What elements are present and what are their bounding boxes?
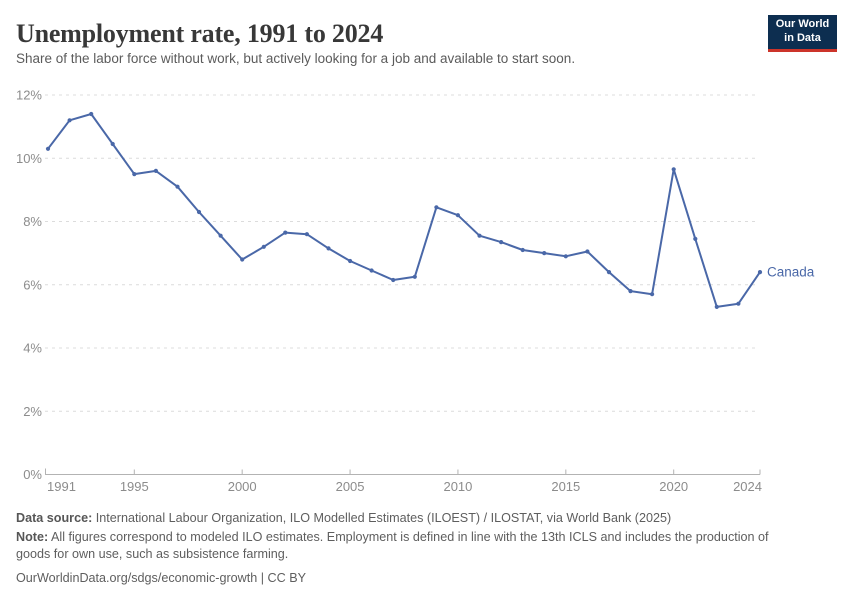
data-point-2017[interactable] bbox=[606, 270, 612, 275]
data-point-2010[interactable] bbox=[455, 213, 460, 218]
data-source-text: International Labour Organization, ILO M… bbox=[95, 511, 672, 525]
x-axis-label-2005: 2005 bbox=[336, 479, 365, 494]
data-point-2008[interactable] bbox=[412, 274, 417, 279]
chart-subtitle: Share of the labor force without work, b… bbox=[16, 51, 576, 66]
data-point-2009[interactable] bbox=[434, 205, 439, 210]
note-text: All figures correspond to modeled ILO es… bbox=[16, 530, 769, 561]
owid-logo-line1: Our World bbox=[775, 18, 830, 30]
data-point-2018[interactable] bbox=[628, 289, 633, 294]
y-axis-label-4: 4% bbox=[23, 341, 42, 356]
data-point-2000[interactable] bbox=[240, 257, 245, 262]
chart-footer: Data source: International Labour Organi… bbox=[16, 510, 804, 586]
citation-license-link[interactable]: CC BY bbox=[267, 571, 307, 586]
data-point-2004[interactable] bbox=[326, 246, 331, 251]
data-point-1999[interactable] bbox=[218, 233, 223, 238]
data-point-2023[interactable] bbox=[736, 301, 741, 306]
data-point-1998[interactable] bbox=[196, 209, 202, 215]
data-point-2020[interactable] bbox=[671, 167, 676, 172]
data-source-label: Data source: bbox=[16, 511, 93, 525]
y-axis-label-10: 10% bbox=[16, 151, 42, 166]
x-axis-label-2010: 2010 bbox=[443, 479, 472, 494]
note-label: Note: bbox=[16, 530, 49, 545]
x-axis-label-2020: 2020 bbox=[659, 479, 688, 494]
note-line: Note: All figures correspond to modeled … bbox=[16, 529, 804, 562]
chart-title: Unemployment rate, 1991 to 2024 bbox=[16, 19, 384, 48]
chart-canvas[interactable]: 0% 2% 4% 6% 8% 10% 12% 1991 1995 2000 2005 2010 2015… bbox=[0, 0, 850, 505]
data-point-1997[interactable] bbox=[175, 184, 180, 189]
data-point-2016[interactable] bbox=[585, 249, 590, 254]
data-point-1996[interactable] bbox=[153, 168, 158, 173]
data-point-2005[interactable] bbox=[348, 258, 353, 264]
data-point-2015[interactable] bbox=[563, 254, 568, 259]
x-axis-label-2024: 2024 bbox=[733, 479, 762, 494]
data-point-2022[interactable] bbox=[714, 304, 719, 309]
y-axis-label-0: 0% bbox=[23, 467, 42, 482]
series-label-canada[interactable]: Canada bbox=[767, 265, 815, 280]
data-point-1992[interactable] bbox=[67, 118, 72, 123]
data-point-2021[interactable] bbox=[693, 236, 698, 241]
y-axis-label-12: 12% bbox=[16, 88, 42, 103]
data-point-2012[interactable] bbox=[499, 240, 504, 245]
data-point-2002[interactable] bbox=[283, 230, 288, 235]
owid-logo-line2: in Data bbox=[784, 31, 821, 44]
data-point-2014[interactable] bbox=[542, 251, 547, 256]
series-line-canada[interactable] bbox=[47, 113, 761, 308]
y-axis-label-2: 2% bbox=[23, 404, 42, 419]
citation-separator: | bbox=[260, 571, 265, 586]
data-point-2001[interactable] bbox=[261, 244, 266, 249]
data-point-1995[interactable] bbox=[132, 172, 137, 177]
data-point-2011[interactable] bbox=[477, 233, 482, 238]
data-point-2006[interactable] bbox=[369, 268, 374, 273]
owid-logo[interactable]: Our World in Data bbox=[768, 15, 837, 52]
citation-line: OurWorldinData.org/sdgs/economic-growth … bbox=[16, 570, 804, 586]
x-axis-label-2000: 2000 bbox=[228, 479, 257, 494]
data-point-2024[interactable] bbox=[757, 270, 763, 275]
y-axis-label-6: 6% bbox=[23, 277, 42, 292]
data-point-1991[interactable] bbox=[45, 146, 51, 151]
x-axis-label-2015: 2015 bbox=[551, 479, 580, 494]
data-point-2013[interactable] bbox=[520, 247, 525, 253]
data-source-line: Data source: International Labour Organi… bbox=[16, 510, 804, 526]
citation-url-link[interactable]: OurWorldinData.org/sdgs/economic-growth bbox=[16, 571, 258, 586]
x-axis-label-1995: 1995 bbox=[120, 479, 149, 494]
data-point-1994[interactable] bbox=[110, 141, 115, 147]
x-axis-label-1991: 1991 bbox=[47, 479, 76, 494]
data-point-2003[interactable] bbox=[304, 232, 309, 237]
data-point-2007[interactable] bbox=[391, 277, 396, 283]
data-point-2019[interactable] bbox=[650, 292, 655, 297]
y-axis-label-8: 8% bbox=[23, 214, 42, 229]
data-point-1993[interactable] bbox=[89, 111, 94, 117]
